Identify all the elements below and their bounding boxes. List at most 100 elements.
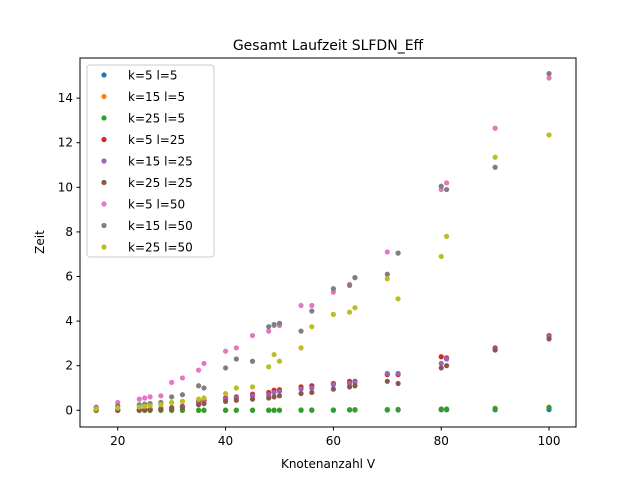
- data-point: [438, 360, 444, 367]
- legend-marker: [101, 179, 107, 186]
- data-point: [179, 375, 186, 381]
- data-point: [395, 407, 401, 413]
- x-tick-label: 20: [110, 434, 125, 448]
- data-point: [346, 309, 353, 315]
- data-point: [142, 395, 148, 401]
- data-point: [136, 396, 142, 402]
- data-point: [492, 164, 498, 170]
- legend: k=5 l=5 k=15 l=5 k=25 l=5 k=5 l=25 k=15 l=25…: [86, 64, 215, 258]
- data-point: [384, 249, 390, 255]
- legend-marker: [101, 115, 107, 121]
- data-point: [395, 296, 401, 302]
- y-tick-label: 8: [65, 225, 73, 239]
- data-point: [147, 394, 153, 400]
- x-tick-label: 60: [326, 434, 341, 448]
- data-point: [266, 328, 272, 334]
- data-point: [309, 302, 315, 309]
- legend-entry: k=15 l=50: [128, 219, 193, 233]
- data-point: [179, 392, 186, 398]
- data-point: [249, 332, 256, 339]
- data-point: [444, 363, 450, 369]
- data-point: [196, 383, 202, 389]
- data-point: [201, 360, 207, 367]
- data-point: [271, 351, 277, 358]
- data-point: [384, 271, 390, 277]
- data-point: [201, 400, 207, 407]
- data-point: [492, 125, 498, 131]
- data-point: [249, 358, 256, 364]
- data-point: [546, 71, 552, 77]
- data-point: [276, 320, 283, 326]
- data-point: [298, 407, 304, 413]
- data-point: [298, 328, 304, 334]
- data-point: [330, 311, 336, 317]
- data-point: [346, 384, 353, 390]
- data-point: [222, 348, 229, 354]
- data-point: [492, 154, 498, 160]
- data-point: [233, 407, 239, 413]
- legend-entry: k=25 l=5: [128, 112, 185, 126]
- data-point: [546, 132, 552, 138]
- data-point: [352, 305, 358, 311]
- data-point: [271, 394, 277, 400]
- data-point: [169, 405, 175, 412]
- legend-marker: [101, 72, 107, 78]
- data-point: [266, 395, 272, 401]
- data-point: [395, 250, 401, 256]
- series-5: [93, 336, 552, 413]
- x-tick-label: 80: [434, 434, 449, 448]
- data-point: [438, 183, 444, 189]
- data-point: [546, 405, 552, 411]
- data-point: [249, 407, 256, 413]
- data-point: [492, 406, 498, 412]
- data-point: [298, 345, 304, 351]
- x-axis: 20 40 60 80 100: [110, 427, 560, 448]
- data-point: [384, 378, 390, 384]
- data-point: [179, 405, 186, 411]
- data-point: [384, 370, 390, 377]
- data-point: [147, 407, 153, 413]
- y-tick-label: 6: [65, 270, 73, 284]
- data-point: [196, 407, 202, 413]
- x-tick-label: 100: [538, 434, 561, 448]
- data-point: [395, 370, 401, 377]
- data-point: [352, 383, 358, 389]
- y-tick-label: 10: [58, 180, 73, 194]
- plot-frame: [79, 57, 577, 428]
- data-point: [196, 367, 202, 373]
- data-point: [201, 407, 207, 413]
- legend-entry: k=15 l=5: [128, 90, 185, 104]
- data-point: [136, 404, 142, 410]
- data-point: [384, 407, 390, 413]
- data-point: [330, 286, 336, 292]
- data-point: [298, 302, 304, 309]
- data-points: [93, 71, 552, 413]
- data-point: [444, 186, 450, 193]
- legend-entry: k=15 l=25: [128, 155, 193, 169]
- data-point: [222, 390, 229, 397]
- data-point: [438, 253, 444, 260]
- data-point: [233, 345, 239, 351]
- legend-marker: [101, 158, 107, 164]
- data-point: [352, 275, 358, 281]
- data-point: [266, 324, 272, 330]
- legend-entry: k=5 l=5: [128, 69, 177, 83]
- data-point: [222, 398, 229, 404]
- data-point: [438, 354, 444, 360]
- legend-marker: [101, 222, 107, 229]
- data-point: [276, 393, 283, 399]
- data-point: [276, 407, 283, 413]
- y-axis: 0 2 4 6 8 10 12 14: [58, 91, 80, 417]
- data-point: [384, 276, 390, 282]
- data-point: [438, 406, 444, 412]
- data-point: [346, 407, 353, 413]
- data-point: [233, 397, 239, 403]
- data-point: [196, 396, 202, 402]
- data-point: [309, 385, 315, 391]
- data-point: [546, 75, 552, 81]
- data-point: [271, 407, 277, 413]
- data-point: [276, 358, 283, 364]
- data-point: [179, 398, 186, 404]
- data-point: [346, 282, 353, 289]
